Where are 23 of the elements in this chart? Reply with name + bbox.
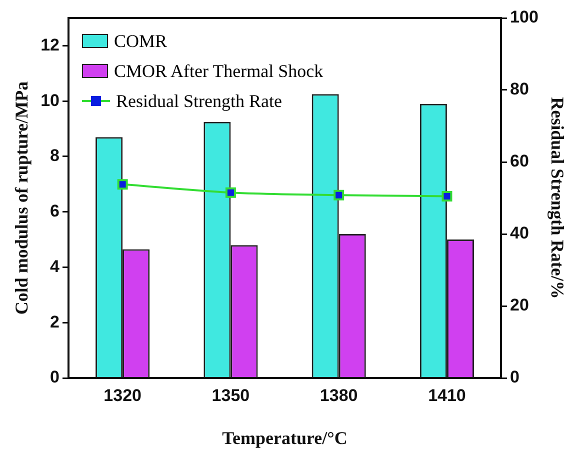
y-tick-label: 2 (50, 312, 60, 332)
legend-label: COMR (114, 30, 168, 53)
y2-tick-label: 40 (510, 224, 529, 243)
legend-label: Residual Strength Rate (116, 90, 282, 113)
x-tick-label: 1320 (104, 386, 142, 405)
y-tick-label: 0 (50, 368, 60, 387)
y2-axis-title: Residual Strength Rate/% (548, 97, 568, 299)
legend-label: CMOR After Thermal Shock (114, 60, 324, 83)
x-tick-label: 1380 (320, 386, 358, 405)
y-tick-label: 10 (40, 90, 60, 110)
y-tick-label: 4 (50, 256, 60, 276)
y-tick-label: 12 (40, 35, 60, 54)
y-axis-title: Cold modulus of rupture/MPa (11, 81, 32, 315)
x-axis-title: Temperature/°C (222, 428, 348, 448)
y2-tick-label: 100 (510, 8, 538, 27)
y2-tick-label: 0 (510, 368, 520, 387)
y-tick-label: 6 (50, 202, 60, 221)
y2-tick-label: 80 (510, 80, 529, 99)
y-tick-label: 8 (50, 146, 60, 166)
x-tick-label: 1410 (428, 386, 466, 405)
y2-tick-label: 60 (510, 152, 529, 171)
x-tick-label: 1350 (212, 386, 250, 405)
y2-tick-label: 20 (510, 296, 529, 315)
